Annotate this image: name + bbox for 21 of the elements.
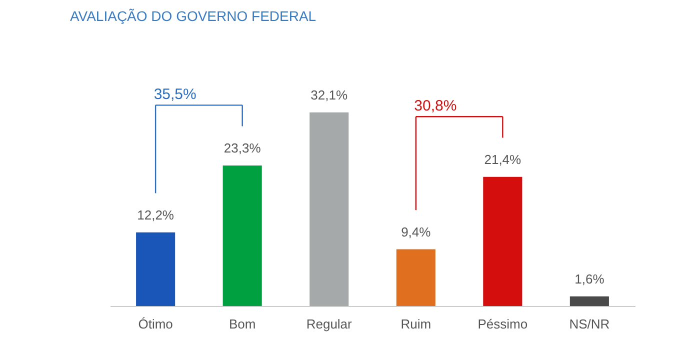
data-label: 21,4%: [484, 152, 522, 167]
bar: [310, 112, 349, 306]
bar: [570, 296, 609, 306]
x-tick-label: Péssimo: [478, 316, 528, 332]
bar: [396, 249, 436, 306]
data-label: 1,6%: [574, 271, 605, 286]
x-tick-label: Ruim: [400, 316, 432, 332]
x-tick-label: Regular: [306, 316, 353, 332]
chart-title: AVALIAÇÃO DO GOVERNO FEDERAL: [70, 8, 316, 24]
bar: [483, 176, 522, 306]
x-tick-label: NS/NR: [569, 316, 610, 332]
x-tick-label: Ótimo: [138, 316, 173, 332]
bar: [222, 165, 262, 306]
x-tick-label: Bom: [228, 316, 256, 332]
data-label: 32,1%: [310, 87, 348, 102]
text: 35,5%: [154, 86, 196, 104]
annotation: 30,8%: [414, 98, 457, 115]
data-label: 23,3%: [224, 140, 262, 156]
data-label: 9,4%: [401, 224, 432, 240]
data-label: 12,2%: [137, 207, 174, 222]
bar: [136, 232, 176, 306]
